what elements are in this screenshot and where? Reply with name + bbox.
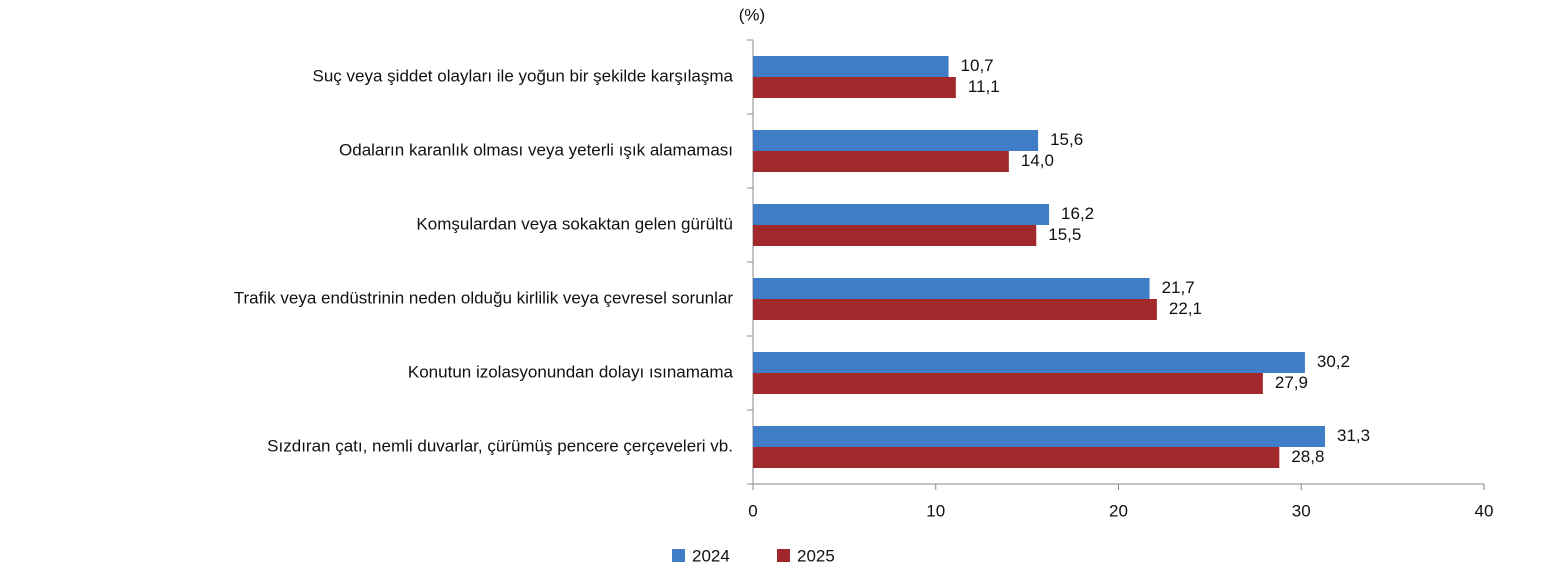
value-label: 28,8 [1291, 447, 1324, 466]
legend-label: 2025 [797, 546, 835, 565]
value-label: 15,6 [1050, 130, 1083, 149]
value-label: 16,2 [1061, 204, 1094, 223]
legend-swatch [672, 549, 685, 562]
legend-swatch [777, 549, 790, 562]
bar [753, 352, 1305, 373]
category-label: Konutun izolasyonundan dolayı ısınamama [408, 362, 734, 381]
value-label: 30,2 [1317, 352, 1350, 371]
category-label: Trafik veya endüstrinin neden olduğu kir… [234, 288, 734, 307]
bar [753, 130, 1039, 151]
x-tick-label: 40 [1475, 501, 1494, 520]
bar [753, 77, 956, 98]
bar [753, 151, 1009, 172]
x-tick-label: 30 [1292, 501, 1311, 520]
category-label: Komşulardan veya sokaktan gelen gürültü [416, 214, 733, 233]
value-label: 22,1 [1169, 299, 1202, 318]
x-tick-label: 0 [748, 501, 757, 520]
bar [753, 447, 1280, 468]
value-label: 15,5 [1048, 225, 1081, 244]
bar [753, 56, 949, 77]
category-label: Odaların karanlık olması veya yeterli ış… [339, 140, 733, 159]
value-label: 31,3 [1337, 426, 1370, 445]
legend-label: 2024 [692, 546, 730, 565]
value-label: 27,9 [1275, 373, 1308, 392]
x-tick-label: 20 [1109, 501, 1128, 520]
category-label: Sızdıran çatı, nemli duvarlar, çürümüş p… [267, 436, 733, 455]
bar [753, 204, 1050, 225]
value-label: 14,0 [1021, 151, 1054, 170]
bar [753, 426, 1326, 447]
value-label: 10,7 [961, 56, 994, 75]
x-tick-label: 10 [926, 501, 945, 520]
category-label: Suç veya şiddet olayları ile yoğun bir ş… [313, 66, 734, 85]
bar [753, 278, 1150, 299]
bar [753, 373, 1263, 394]
value-label: 11,1 [968, 77, 1000, 96]
bar [753, 299, 1157, 320]
axis-unit: (%) [739, 5, 765, 24]
bar [753, 225, 1037, 246]
value-label: 21,7 [1162, 278, 1195, 297]
